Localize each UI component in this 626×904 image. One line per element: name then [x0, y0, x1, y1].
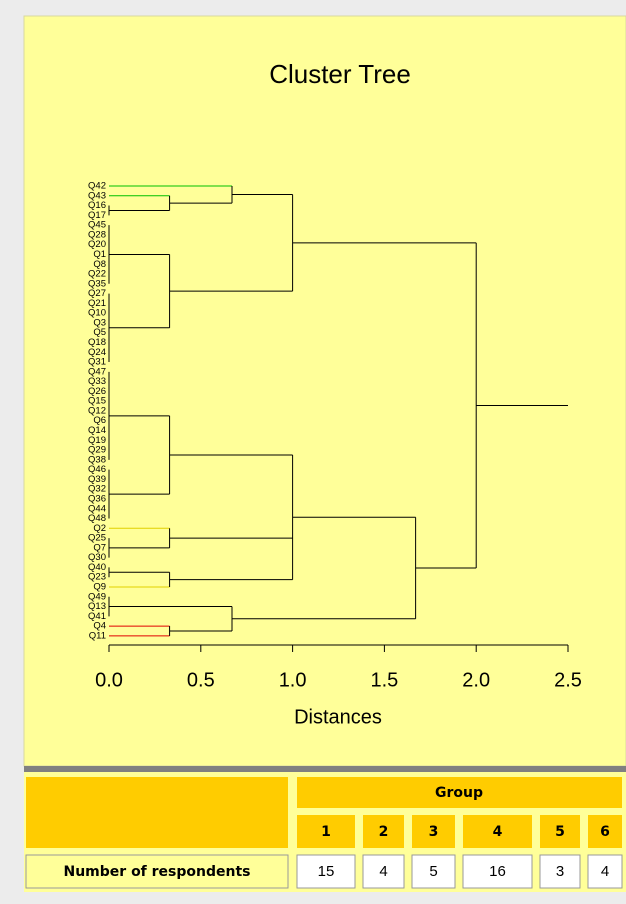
group-label: 5 [555, 824, 565, 840]
leaf-label: Q10 [88, 308, 106, 319]
value: 5 [429, 863, 437, 880]
leaf-label: Q16 [88, 200, 106, 211]
leaf-label: Q36 [88, 493, 106, 504]
leaf-label: Q33 [88, 376, 106, 387]
leaf-label: Q26 [88, 386, 106, 397]
chart-panel [23, 15, 626, 767]
leaf-label: Q47 [88, 366, 106, 377]
leaf-label: Q11 [89, 630, 106, 641]
leaf-label: Q3 [93, 317, 106, 328]
group-cell [463, 815, 532, 848]
group-label: 3 [429, 824, 439, 840]
value: 15 [318, 863, 335, 880]
x-tick-label: 2.5 [554, 669, 582, 691]
leaf-label: Q49 [88, 591, 106, 602]
x-tick-label: 0.5 [187, 669, 215, 691]
leaf-label: Q30 [88, 552, 106, 563]
leaf-label: Q5 [93, 327, 106, 338]
leaf-label: Q13 [88, 601, 106, 612]
leaf-label: Q24 [88, 347, 106, 358]
group-cell [297, 815, 355, 848]
group-label: 6 [600, 824, 610, 840]
value-cell [462, 854, 533, 889]
leaf-label: Q27 [88, 288, 106, 299]
leaf-label: Q29 [88, 445, 106, 456]
leaf-label: Q17 [88, 210, 106, 221]
chart-title: Cluster Tree [269, 59, 411, 89]
group-label: 2 [379, 824, 389, 840]
group-cell [540, 815, 580, 848]
value: 4 [379, 863, 387, 880]
separator [24, 766, 626, 772]
group-cell [363, 815, 404, 848]
leaf-label: Q22 [88, 269, 106, 280]
leaf-label: Q14 [88, 425, 106, 436]
x-tick-label: 1.0 [279, 669, 307, 691]
leaf-label: Q8 [93, 259, 106, 270]
leaf-label: Q42 [88, 181, 106, 192]
group-label: 4 [493, 824, 503, 840]
leaf-label: Q35 [88, 278, 106, 289]
value-cell [411, 854, 456, 889]
leaf-label: Q1 [93, 249, 106, 260]
leaf-label: Q20 [88, 239, 106, 250]
leaf-label: Q31 [88, 357, 106, 368]
value: 16 [489, 863, 506, 880]
leaf-label: Q43 [88, 190, 106, 201]
value-cell [587, 854, 623, 889]
table-corner [26, 777, 288, 848]
group-cell [588, 815, 622, 848]
group-label: 1 [321, 824, 331, 840]
value: 3 [556, 863, 564, 880]
leaf-label: Q48 [88, 513, 106, 524]
x-tick-label: 0.0 [95, 669, 123, 691]
leaf-label: Q38 [88, 454, 106, 465]
group-header-cell [297, 777, 622, 808]
value: 4 [601, 863, 609, 880]
leaf-label: Q23 [88, 572, 106, 583]
leaf-label: Q9 [93, 581, 106, 592]
leaf-label: Q41 [88, 611, 106, 622]
group-cell [412, 815, 455, 848]
leaf-label: Q44 [88, 503, 106, 514]
leaf-label: Q15 [88, 396, 106, 407]
leaf-label: Q46 [88, 464, 106, 475]
x-tick-label: 1.5 [370, 669, 398, 691]
value-cell [362, 854, 405, 889]
leaf-label: Q40 [88, 562, 106, 573]
leaf-label: Q7 [93, 542, 106, 553]
leaf-label: Q28 [88, 229, 106, 240]
leaf-label: Q39 [88, 474, 106, 485]
leaf-label: Q4 [93, 621, 106, 632]
x-tick-label: 2.0 [462, 669, 490, 691]
leaf-label: Q12 [88, 405, 106, 416]
leaf-label: Q2 [93, 523, 106, 534]
leaf-label: Q25 [88, 533, 106, 544]
row-label: Number of respondents [64, 864, 251, 880]
value-cell [296, 854, 356, 889]
leaf-label: Q45 [88, 220, 106, 231]
value-cell [539, 854, 581, 889]
x-axis-label: Distances [294, 706, 382, 728]
leaf-label: Q18 [88, 337, 106, 348]
leaf-label: Q21 [88, 298, 106, 309]
row-label-cell [25, 854, 289, 889]
leaf-label: Q19 [88, 435, 106, 446]
leaf-label: Q6 [93, 415, 106, 426]
leaf-label: Q32 [88, 484, 106, 495]
group-header: Group [435, 785, 483, 801]
